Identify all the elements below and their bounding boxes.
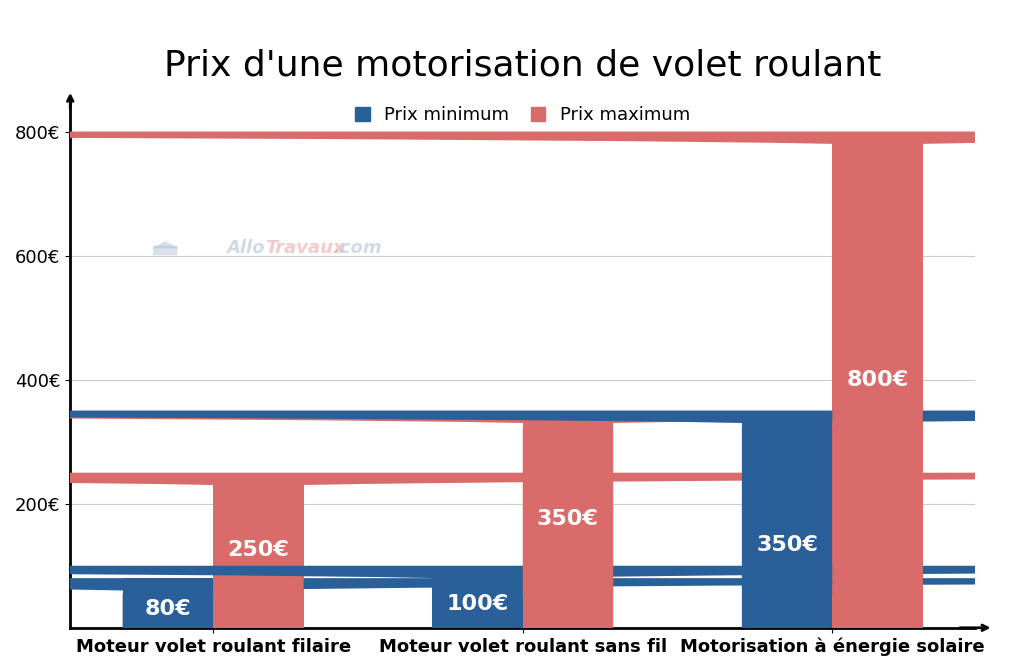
Text: Allo: Allo xyxy=(226,239,265,257)
Text: 80€: 80€ xyxy=(145,599,191,619)
FancyBboxPatch shape xyxy=(0,472,1018,643)
Bar xyxy=(742,411,833,628)
Text: 350€: 350€ xyxy=(756,535,818,556)
FancyBboxPatch shape xyxy=(0,411,1018,643)
Text: Travaux: Travaux xyxy=(265,239,344,257)
FancyBboxPatch shape xyxy=(0,132,1018,643)
Bar xyxy=(522,411,613,628)
Bar xyxy=(833,596,923,628)
Bar xyxy=(522,596,613,628)
Bar xyxy=(742,596,833,628)
Bar xyxy=(213,596,303,628)
Text: 100€: 100€ xyxy=(446,595,509,614)
Legend: Prix minimum, Prix maximum: Prix minimum, Prix maximum xyxy=(348,99,697,132)
Bar xyxy=(213,472,303,628)
Text: .com: .com xyxy=(333,239,382,257)
Polygon shape xyxy=(152,241,179,248)
FancyBboxPatch shape xyxy=(153,246,177,255)
FancyBboxPatch shape xyxy=(0,411,1018,643)
Text: 800€: 800€ xyxy=(847,370,909,390)
FancyBboxPatch shape xyxy=(0,578,1018,643)
Bar xyxy=(433,596,522,628)
Title: Prix d'une motorisation de volet roulant: Prix d'une motorisation de volet roulant xyxy=(164,48,882,83)
Bar xyxy=(833,132,923,628)
Text: 250€: 250€ xyxy=(227,540,289,560)
FancyBboxPatch shape xyxy=(0,566,1018,643)
Bar xyxy=(122,578,213,628)
Bar xyxy=(433,566,522,628)
Text: 350€: 350€ xyxy=(538,509,599,529)
Bar xyxy=(122,596,213,628)
